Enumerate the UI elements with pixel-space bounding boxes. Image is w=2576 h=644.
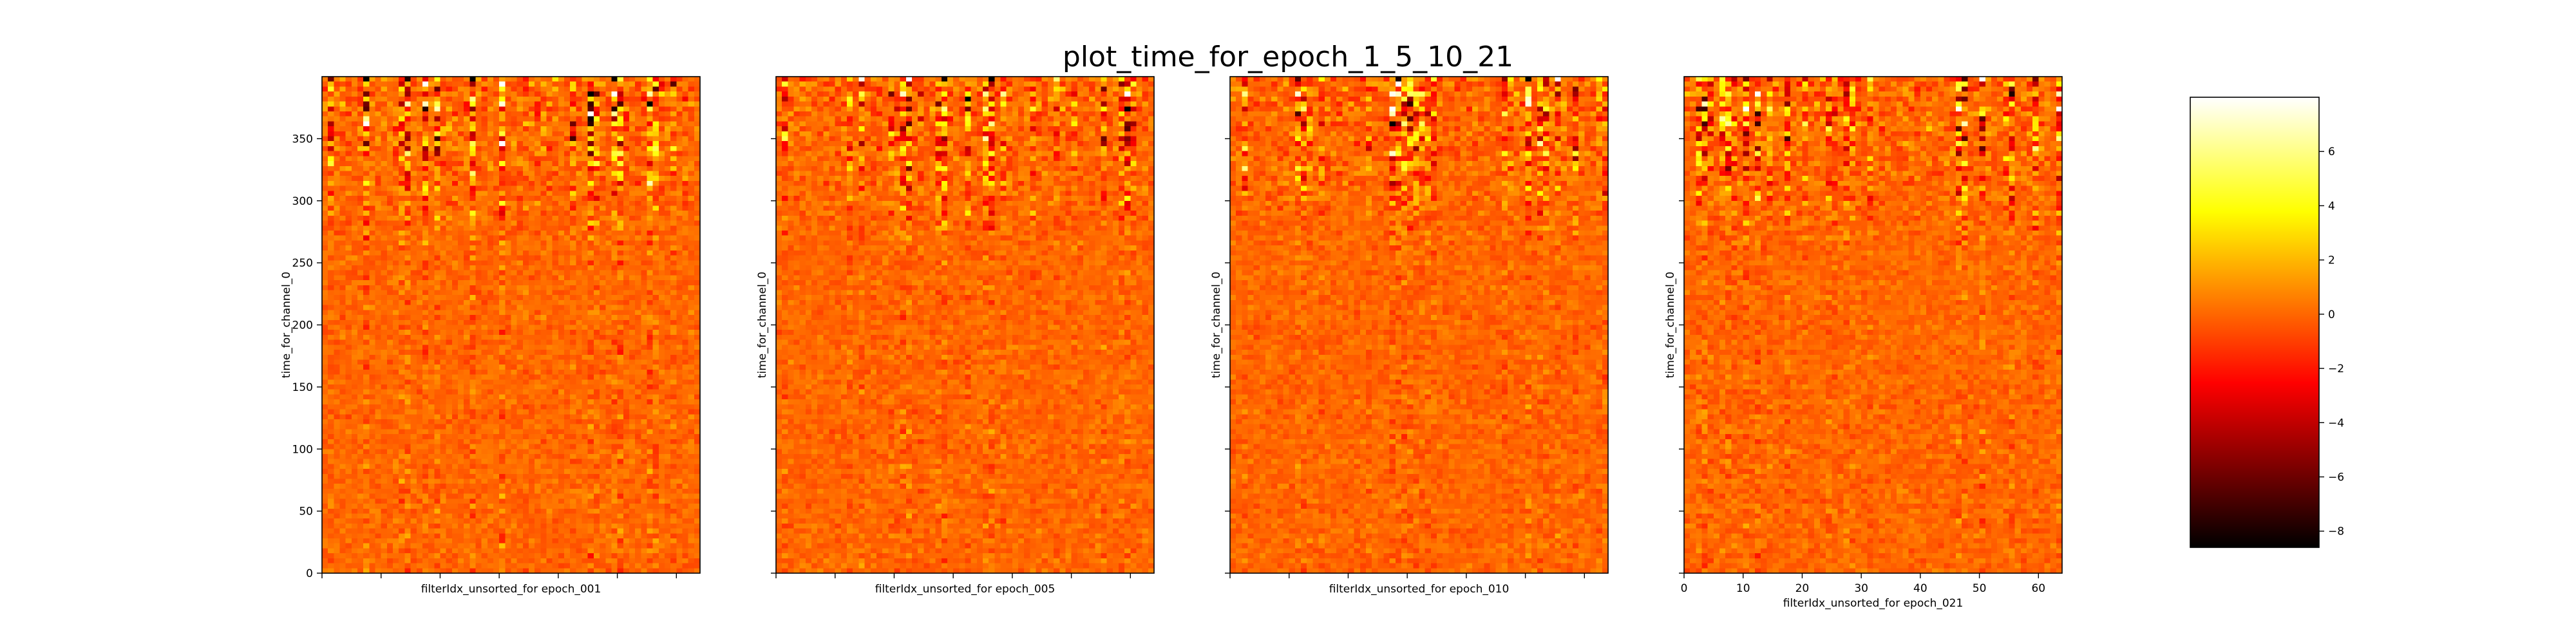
- heatmap-image: [1230, 77, 1608, 573]
- x-tick-label: 20: [1795, 582, 1810, 595]
- x-tick-label: 60: [2031, 582, 2045, 595]
- y-tick-label: 350: [292, 133, 313, 146]
- x-axis-label: filterIdx_unsorted_for epoch_010: [1329, 583, 1510, 596]
- heatmap-panel-3: filterIdx_unsorted_for epoch_010 time_for…: [1210, 76, 1609, 596]
- colorbar-tick-label: −2: [2328, 363, 2344, 375]
- y-axis-label: time_for_channel_0: [280, 272, 293, 378]
- x-axis-label: filterIdx_unsorted_for epoch_005: [875, 583, 1056, 596]
- heatmap-panel-1: 0 50 100 150 200 250 300 350 filterIdx_unsorted_…: [280, 76, 701, 596]
- heatmap-panel-2: filterIdx_unsorted_for epoch_005 time_for…: [756, 76, 1155, 596]
- colorbar-tick-label: −4: [2328, 417, 2344, 430]
- x-tick-label: 50: [1973, 582, 1987, 595]
- colorbar-tick-label: 2: [2328, 254, 2335, 267]
- x-tick-label: 30: [1854, 582, 1868, 595]
- y-tick-label: 0: [306, 567, 313, 580]
- figure-title: plot_time_for_epoch_1_5_10_21: [1063, 41, 1513, 73]
- y-tick-label: 250: [292, 257, 313, 270]
- y-axis-label: time_for_channel_0: [756, 272, 769, 378]
- y-axis-label: time_for_channel_0: [1210, 272, 1223, 378]
- heatmap-image: [322, 77, 700, 573]
- y-tick-label: 150: [292, 381, 313, 394]
- x-axis-label: filterIdx_unsorted_for epoch_001: [421, 583, 601, 596]
- colorbar-tick-label: 6: [2328, 146, 2335, 158]
- colorbar-frame: [2190, 97, 2320, 548]
- x-tick-label: 10: [1736, 582, 1750, 595]
- heatmap-image: [776, 77, 1154, 573]
- y-tick-label: 100: [292, 443, 313, 456]
- y-axis-label: time_for_channel_0: [1664, 272, 1677, 378]
- x-tick-label: 40: [1913, 582, 1927, 595]
- colorbar-tick-label: −6: [2328, 471, 2344, 484]
- y-tick-label: 200: [292, 319, 313, 332]
- y-tick-label: 50: [299, 506, 313, 518]
- colorbar-tick-label: 0: [2328, 308, 2335, 321]
- heatmap-panels: 050100150200250300350filterIdx_unsorted_…: [280, 76, 2063, 610]
- x-tick-label: 0: [1681, 582, 1688, 595]
- colorbar-tick-label: −8: [2328, 526, 2344, 538]
- y-tick-label: 300: [292, 195, 313, 208]
- colorbar-tick-label: 4: [2328, 200, 2335, 213]
- colorbar: −8 −6 −4 −2 0 2 4 6: [2190, 97, 2344, 548]
- heatmap-panel-4: 0 10 20 30 40 50 60 filterIdx_unsorted_for epoc…: [1664, 76, 2063, 610]
- colorbar-gradient: [2190, 97, 2319, 547]
- heatmap-image: [1684, 77, 2062, 573]
- x-axis-label: filterIdx_unsorted_for epoch_021: [1783, 597, 1964, 610]
